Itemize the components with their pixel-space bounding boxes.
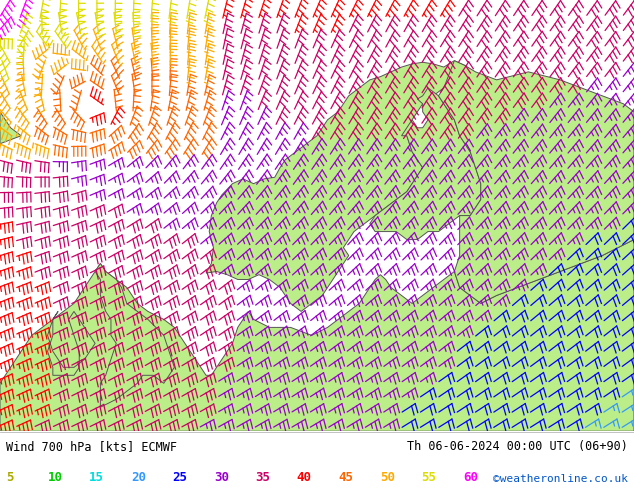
Polygon shape xyxy=(439,61,634,303)
Polygon shape xyxy=(370,88,481,240)
Text: 30: 30 xyxy=(214,471,229,484)
Text: 50: 50 xyxy=(380,471,395,484)
Text: Th 06-06-2024 00:00 UTC (06+90): Th 06-06-2024 00:00 UTC (06+90) xyxy=(407,440,628,453)
Polygon shape xyxy=(95,264,174,407)
Polygon shape xyxy=(0,240,634,431)
Text: Wind 700 hPa [kts] ECMWF: Wind 700 hPa [kts] ECMWF xyxy=(6,440,178,453)
Text: 5: 5 xyxy=(6,471,14,484)
Text: 55: 55 xyxy=(422,471,436,484)
Polygon shape xyxy=(206,61,465,312)
Text: 20: 20 xyxy=(131,471,146,484)
Polygon shape xyxy=(0,112,21,144)
Text: 45: 45 xyxy=(339,471,353,484)
Text: ©weatheronline.co.uk: ©weatheronline.co.uk xyxy=(493,474,628,484)
Text: 35: 35 xyxy=(256,471,270,484)
Text: 10: 10 xyxy=(48,471,63,484)
Text: 25: 25 xyxy=(172,471,187,484)
Text: 60: 60 xyxy=(463,471,478,484)
Text: 40: 40 xyxy=(297,471,312,484)
Polygon shape xyxy=(48,312,95,375)
Text: 15: 15 xyxy=(89,471,105,484)
